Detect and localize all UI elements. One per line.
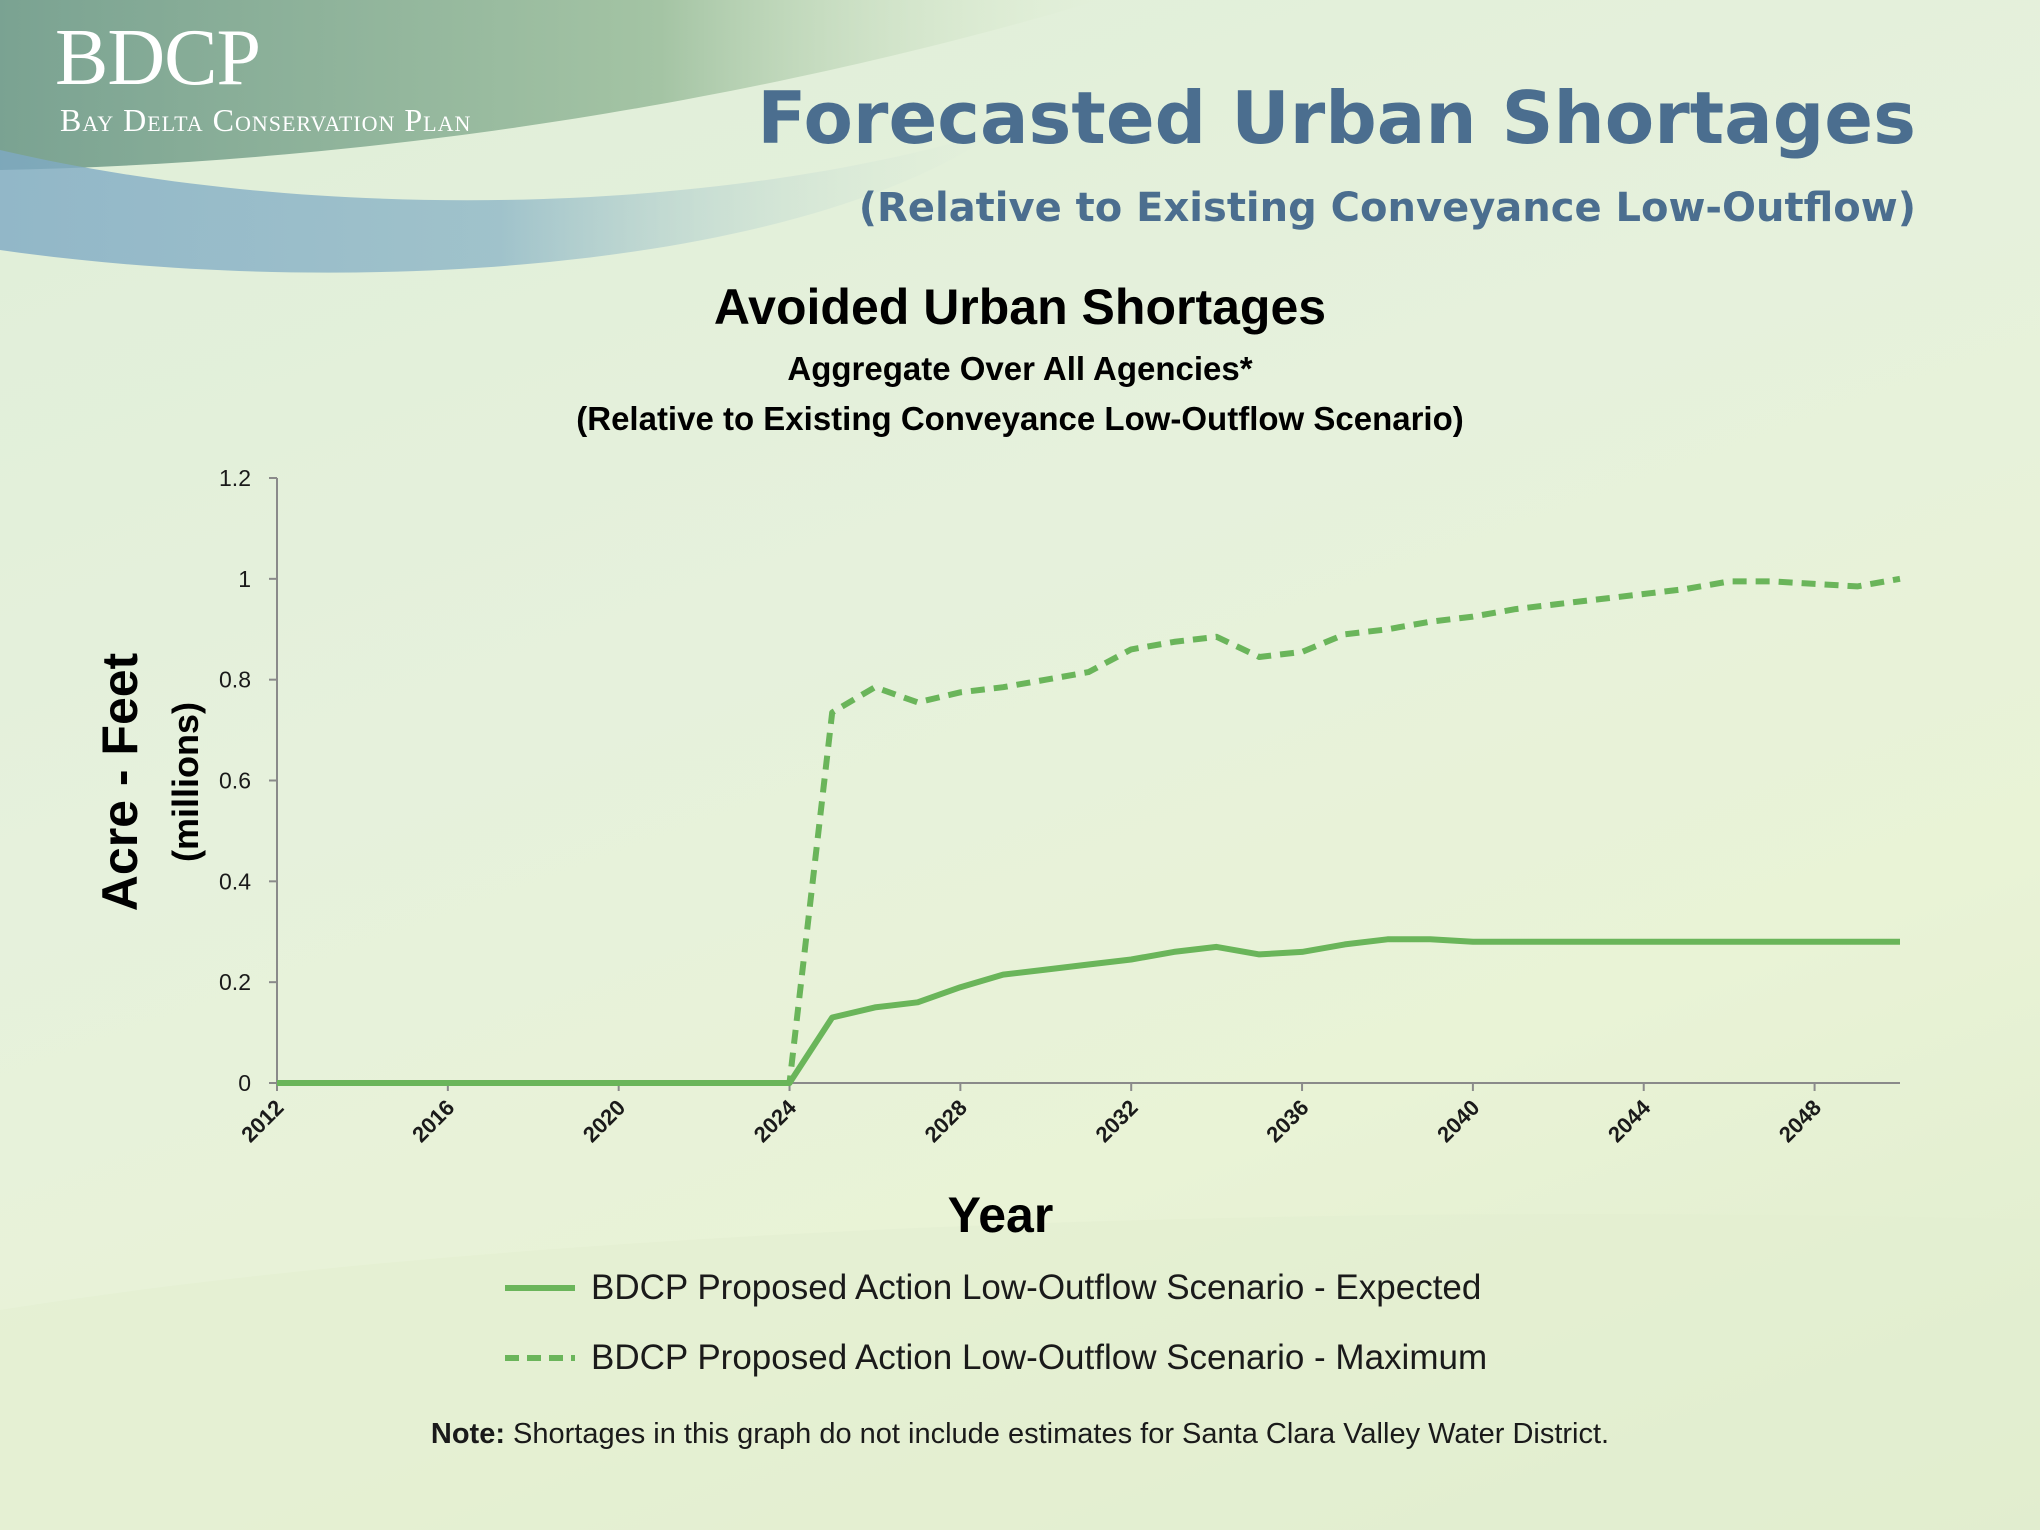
legend-swatch-solid: [505, 1285, 575, 1291]
legend-item-maximum: BDCP Proposed Action Low-Outflow Scenari…: [505, 1333, 1487, 1383]
legend-swatch-dashed: [505, 1355, 575, 1361]
legend-item-expected: BDCP Proposed Action Low-Outflow Scenari…: [505, 1263, 1487, 1313]
legend-label-expected: BDCP Proposed Action Low-Outflow Scenari…: [591, 1268, 1482, 1307]
x-tick-label: 2028: [920, 1095, 972, 1147]
slide-title: Forecasted Urban Shortages: [757, 76, 1916, 160]
x-axis-label: Year: [948, 1187, 1054, 1243]
x-tick-label: 2036: [1261, 1095, 1313, 1147]
footnote: Note: Shortages in this graph do not inc…: [0, 1418, 2040, 1451]
chart-subtitle-line-1: Aggregate Over All Agencies*: [787, 350, 1253, 387]
series-line-expected: [277, 936, 1900, 1086]
y-tick-label: 0.2: [219, 969, 251, 995]
footnote-label: Note:: [430, 1418, 505, 1450]
y-tick-label: 0.8: [219, 667, 251, 693]
y-tick-label: 1: [238, 566, 251, 592]
footnote-text: Shortages in this graph do not include e…: [513, 1418, 1610, 1450]
y-tick-label: 0: [238, 1070, 251, 1096]
x-tick-label: 2020: [578, 1095, 630, 1147]
y-tick-label: 0.4: [219, 868, 251, 894]
x-tick-label: 2012: [236, 1095, 288, 1147]
x-tick-label: 2024: [749, 1094, 802, 1147]
chart-title: Avoided Urban Shortages: [713, 279, 1327, 335]
chart-legend: BDCP Proposed Action Low-Outflow Scenari…: [505, 1263, 1487, 1383]
chart-subtitle-line-2: (Relative to Existing Conveyance Low-Out…: [576, 400, 1464, 437]
y-tick-label: 0.6: [219, 768, 251, 794]
x-tick-label: 2040: [1432, 1095, 1484, 1147]
series-line-maximum: [277, 575, 1901, 1086]
x-tick-label: 2032: [1090, 1095, 1142, 1147]
bdcp-logo: BDCP: [55, 14, 261, 102]
bdcp-logo-subtitle: Bay Delta Conservation Plan: [60, 102, 472, 138]
x-tick-label: 2044: [1603, 1094, 1656, 1147]
y-axis-unit-label: (millions): [165, 702, 206, 862]
y-axis-label: Acre - Feet: [92, 652, 148, 911]
slide-subtitle: (Relative to Existing Conveyance Low-Out…: [858, 185, 1916, 231]
x-tick-label: 2048: [1774, 1095, 1826, 1147]
legend-label-maximum: BDCP Proposed Action Low-Outflow Scenari…: [591, 1338, 1488, 1377]
y-tick-label: 1.2: [219, 465, 251, 491]
x-tick-label: 2016: [407, 1095, 459, 1147]
